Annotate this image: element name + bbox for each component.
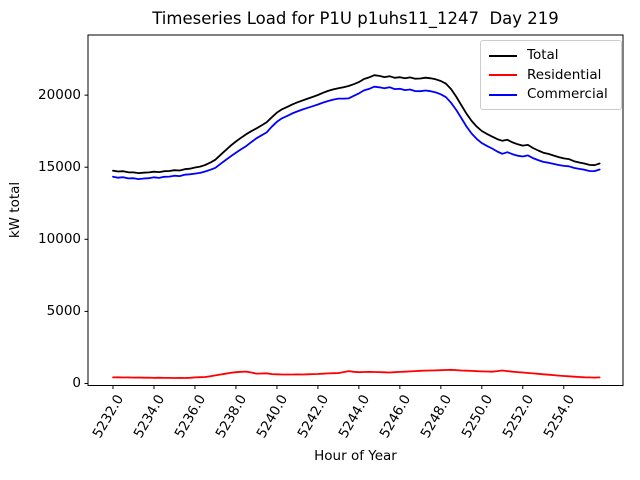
legend-label-total: Total bbox=[527, 47, 559, 63]
legend-item-commercial: Commercial bbox=[489, 85, 613, 104]
legend-item-residential: Residential bbox=[489, 66, 613, 85]
series-line-total bbox=[112, 74, 601, 175]
axes-frame bbox=[87, 34, 624, 386]
series-line-commercial bbox=[112, 85, 601, 181]
legend-line-residential-icon bbox=[489, 74, 517, 76]
legend-line-total-icon bbox=[489, 54, 517, 57]
legend-label-commercial: Commercial bbox=[527, 86, 608, 102]
chart-title: Timeseries Load for P1U p1uhs11_1247 Day… bbox=[152, 9, 559, 28]
legend-item-total: Total bbox=[489, 46, 613, 65]
legend-line-commercial-icon bbox=[489, 93, 517, 96]
legend-label-residential: Residential bbox=[527, 66, 602, 83]
x-axis-label: Hour of Year bbox=[314, 448, 397, 464]
series-line-residential bbox=[112, 368, 601, 379]
legend: Total Residential Commercial bbox=[480, 40, 622, 110]
y-axis-label: kW total bbox=[7, 181, 23, 239]
